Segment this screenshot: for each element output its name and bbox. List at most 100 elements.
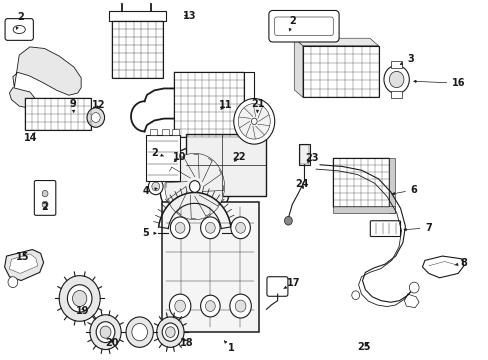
Text: 16: 16 <box>413 78 465 88</box>
Bar <box>112 21 163 78</box>
Circle shape <box>165 327 175 337</box>
Circle shape <box>233 99 274 144</box>
Text: 25: 25 <box>357 342 370 352</box>
Bar <box>300 145 308 164</box>
Circle shape <box>230 217 250 239</box>
Text: 24: 24 <box>295 179 308 189</box>
Circle shape <box>200 217 220 239</box>
FancyBboxPatch shape <box>274 17 332 36</box>
Circle shape <box>162 323 178 341</box>
Circle shape <box>169 294 190 318</box>
FancyBboxPatch shape <box>369 221 400 237</box>
Text: 11: 11 <box>219 100 232 110</box>
Circle shape <box>189 181 200 192</box>
Circle shape <box>383 66 408 94</box>
Bar <box>388 158 394 213</box>
Circle shape <box>235 222 245 233</box>
Text: 1: 1 <box>224 341 234 354</box>
Bar <box>299 144 309 165</box>
Bar <box>109 11 165 21</box>
Text: 10: 10 <box>173 152 186 162</box>
Polygon shape <box>13 47 81 95</box>
Circle shape <box>205 222 215 233</box>
Circle shape <box>205 301 215 311</box>
Circle shape <box>72 291 87 306</box>
Circle shape <box>67 285 92 312</box>
Text: 2: 2 <box>16 12 23 29</box>
FancyBboxPatch shape <box>5 19 33 40</box>
Bar <box>146 135 180 181</box>
Circle shape <box>159 147 229 226</box>
Text: 3: 3 <box>400 54 413 64</box>
Text: 21: 21 <box>251 99 264 112</box>
Bar <box>390 91 402 98</box>
Circle shape <box>170 217 189 239</box>
Circle shape <box>174 300 185 312</box>
Bar <box>150 130 157 135</box>
Circle shape <box>8 277 18 288</box>
Text: 18: 18 <box>180 338 193 348</box>
Text: 9: 9 <box>69 99 76 112</box>
Text: 13: 13 <box>183 11 196 21</box>
Circle shape <box>42 201 48 208</box>
Circle shape <box>148 178 163 195</box>
Circle shape <box>96 322 115 343</box>
Circle shape <box>91 113 100 122</box>
Circle shape <box>100 326 111 338</box>
Circle shape <box>152 182 159 191</box>
Text: 5: 5 <box>142 228 156 238</box>
Circle shape <box>251 118 257 125</box>
Text: 4: 4 <box>142 186 157 196</box>
Text: 15: 15 <box>16 252 29 262</box>
Circle shape <box>388 71 403 87</box>
FancyBboxPatch shape <box>268 10 338 42</box>
Circle shape <box>90 315 121 350</box>
Circle shape <box>351 291 359 300</box>
Polygon shape <box>422 256 463 278</box>
Bar <box>244 72 254 136</box>
Circle shape <box>284 216 292 225</box>
Text: 2: 2 <box>41 202 48 212</box>
Circle shape <box>42 190 48 197</box>
Text: 19: 19 <box>76 306 89 316</box>
Text: 14: 14 <box>24 132 38 143</box>
Bar <box>161 202 259 332</box>
Circle shape <box>132 323 147 341</box>
Circle shape <box>235 300 245 312</box>
FancyBboxPatch shape <box>34 181 56 215</box>
Circle shape <box>175 222 184 233</box>
Polygon shape <box>9 254 38 274</box>
Text: 20: 20 <box>105 338 119 348</box>
Ellipse shape <box>13 26 25 33</box>
Text: 22: 22 <box>231 152 245 162</box>
Bar <box>173 72 244 136</box>
FancyBboxPatch shape <box>266 277 287 296</box>
Circle shape <box>59 276 100 321</box>
Text: 17: 17 <box>283 278 300 289</box>
Text: 12: 12 <box>91 100 105 110</box>
Text: 8: 8 <box>454 258 467 267</box>
Circle shape <box>157 317 183 347</box>
Text: 6: 6 <box>391 185 417 195</box>
Circle shape <box>87 108 104 127</box>
Bar <box>171 130 178 135</box>
Polygon shape <box>294 38 378 46</box>
Circle shape <box>229 294 251 318</box>
Bar <box>185 134 266 196</box>
Bar <box>162 130 168 135</box>
Polygon shape <box>4 249 43 280</box>
Text: 7: 7 <box>403 223 431 233</box>
Polygon shape <box>9 87 37 109</box>
Text: 2: 2 <box>151 148 163 158</box>
Bar <box>25 99 91 130</box>
Circle shape <box>200 295 220 317</box>
Polygon shape <box>294 38 303 98</box>
Text: 2: 2 <box>288 16 295 31</box>
Circle shape <box>126 317 153 347</box>
Bar <box>303 46 378 98</box>
Bar <box>332 206 394 213</box>
Bar <box>332 158 388 207</box>
Circle shape <box>408 282 418 293</box>
Bar <box>390 61 402 68</box>
Circle shape <box>164 153 224 220</box>
